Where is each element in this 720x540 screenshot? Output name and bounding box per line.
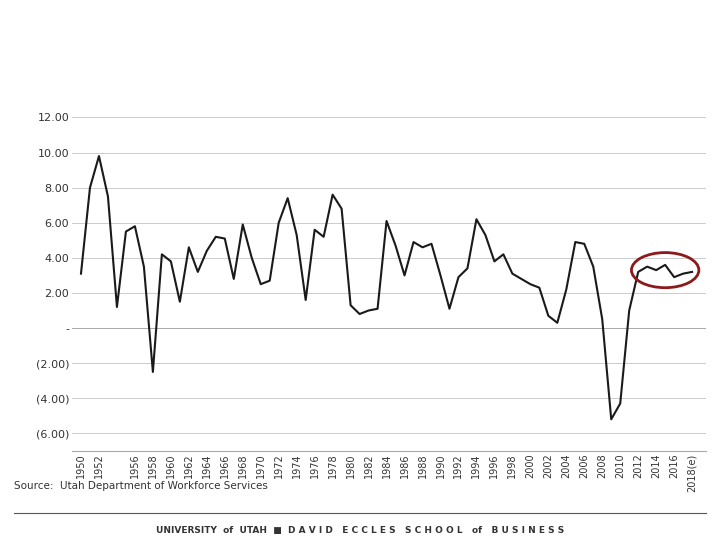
Text: Utah Economic Cycles: Utah Economic Cycles [138, 19, 582, 53]
Text: Annual percent change in jobs: Annual percent change in jobs [223, 69, 497, 86]
Text: Source:  Utah Department of Workforce Services: Source: Utah Department of Workforce Ser… [14, 481, 269, 491]
Text: UNIVERSITY  of  UTAH  ■  D A V I D   E C C L E S   S C H O O L   of   B U S I N : UNIVERSITY of UTAH ■ D A V I D E C C L E… [156, 526, 564, 535]
